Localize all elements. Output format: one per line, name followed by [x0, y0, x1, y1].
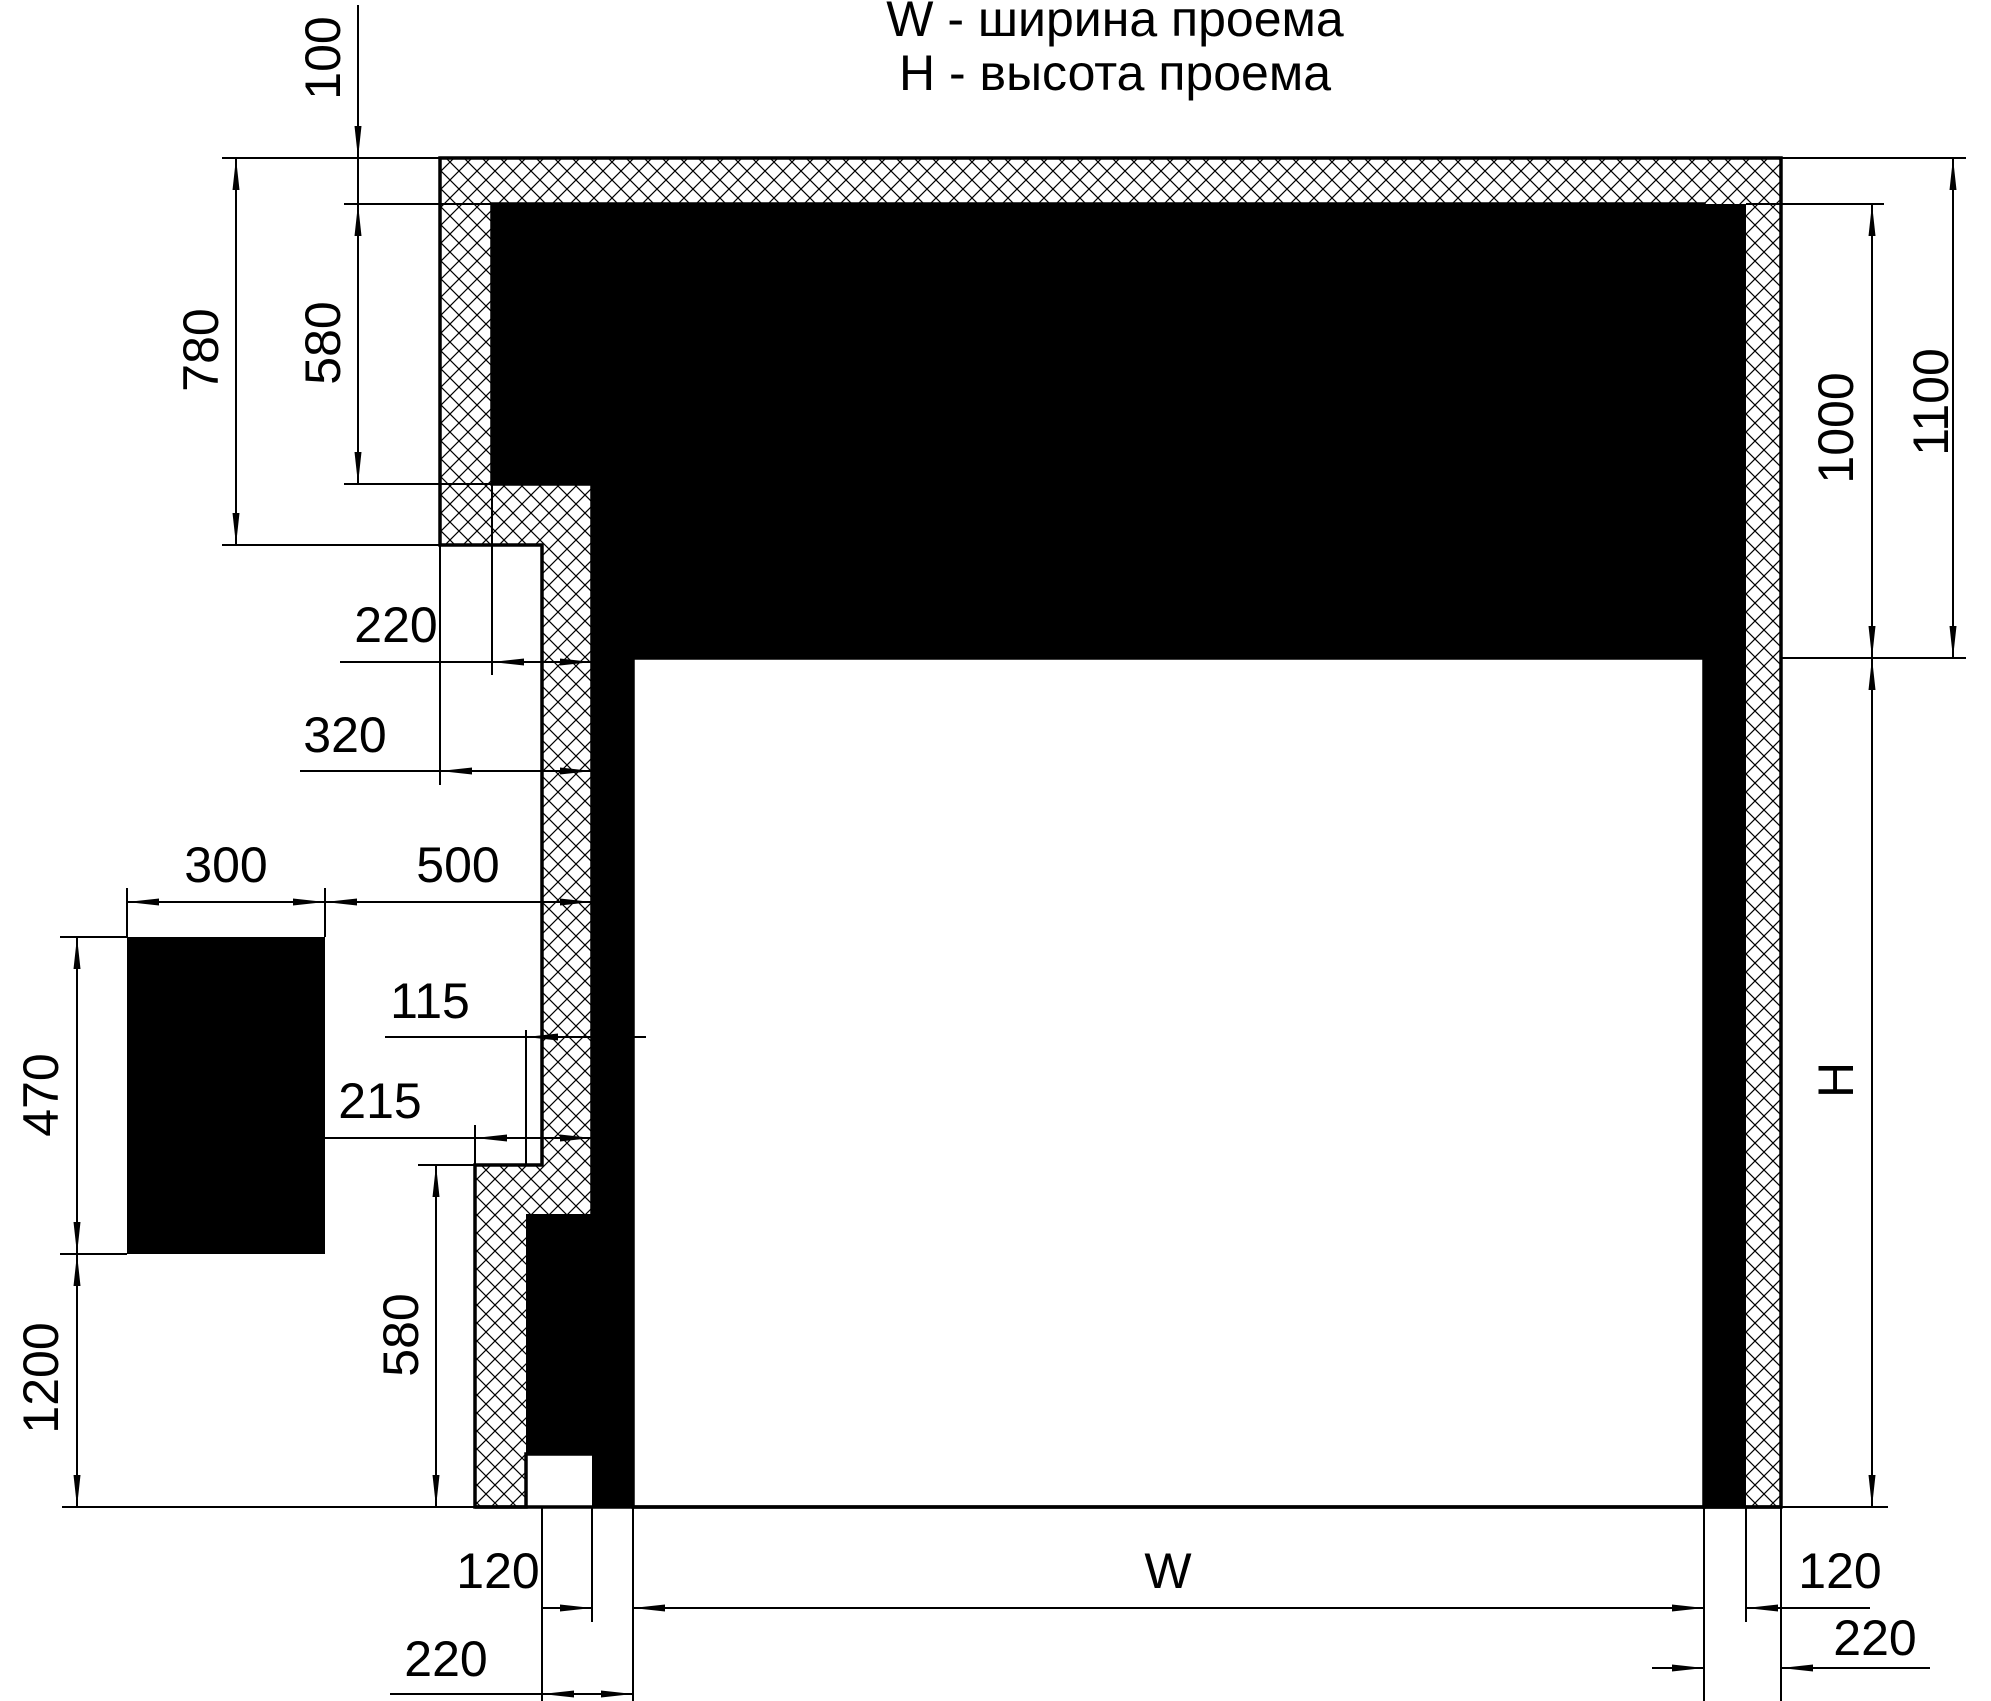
label-step-220: 220 [354, 597, 437, 653]
label-bottom-right-220: 220 [1833, 1610, 1916, 1666]
dim-left-outer-height [222, 157, 440, 546]
label-left-inner-height: 580 [295, 301, 351, 384]
label-right-box-height: 1000 [1808, 372, 1864, 483]
dim-bottom-220 [390, 1664, 1930, 1698]
dim-control-unit-height [60, 936, 127, 1255]
dim-step-115 [385, 1030, 646, 1165]
dim-lower-box-height [418, 1164, 475, 1507]
dim-step-320 [300, 545, 592, 785]
upper-box [492, 204, 1746, 1507]
label-control-unit-width: 300 [184, 837, 267, 893]
dim-right-outer-height [1781, 157, 1966, 658]
label-step-215: 215 [338, 1073, 421, 1129]
dim-left-inner-height [344, 204, 492, 485]
label-bottom-right-120: 120 [1798, 1543, 1881, 1599]
dim-control-unit-elevation [62, 1254, 475, 1508]
label-opening-height: H [1808, 1062, 1864, 1098]
legend-width-text: W - ширина проема [886, 0, 1344, 47]
label-bottom-left-120: 120 [456, 1543, 539, 1599]
label-control-unit-offset: 500 [416, 837, 499, 893]
label-bottom-left-220: 220 [404, 1631, 487, 1687]
label-top-gap: 100 [295, 16, 351, 99]
label-left-outer-height: 780 [173, 308, 229, 391]
lower-left-box-post [592, 1454, 633, 1507]
label-lower-box-height: 580 [373, 1293, 429, 1376]
label-opening-width: W [1144, 1543, 1192, 1599]
label-control-unit-height: 470 [13, 1053, 69, 1136]
dim-control-unit-width [126, 888, 592, 937]
label-step-320: 320 [303, 707, 386, 763]
lower-left-box [526, 1214, 592, 1454]
label-control-unit-elevation: 1200 [13, 1322, 69, 1433]
dim-step-215 [325, 1125, 592, 1165]
label-step-115: 115 [390, 973, 470, 1029]
control-unit-box [127, 937, 325, 1254]
dim-step-220 [340, 484, 592, 675]
door-opening [631, 656, 1706, 1509]
dim-top-gap [344, 5, 492, 205]
dim-opening-width [541, 1507, 1870, 1701]
dim-opening-height [1781, 658, 1888, 1508]
legend-height-text: H - высота проема [899, 45, 1331, 101]
label-right-outer-height: 1100 [1903, 348, 1959, 456]
